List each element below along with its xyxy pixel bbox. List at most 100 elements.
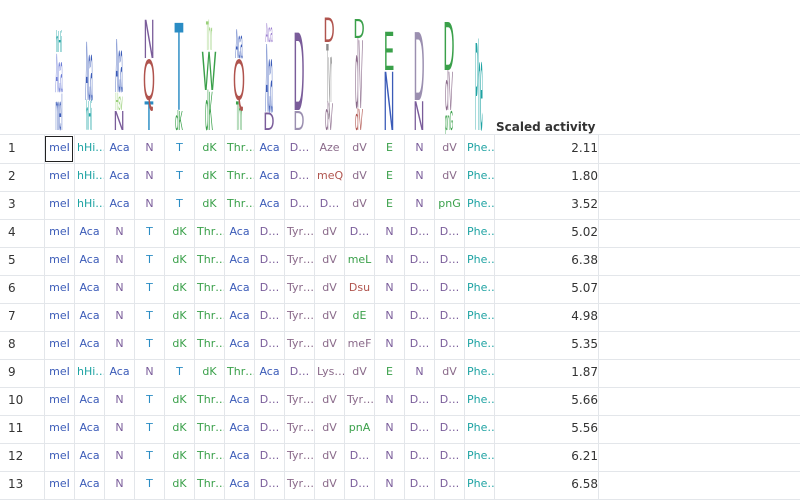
monomer-cell[interactable]: meI	[44, 163, 74, 191]
monomer-cell[interactable]: dK	[194, 191, 224, 219]
monomer-cell[interactable]: Tyr…	[284, 303, 314, 331]
monomer-cell[interactable]: D…	[434, 415, 464, 443]
monomer-cell[interactable]: N	[374, 303, 404, 331]
monomer-cell[interactable]: N	[104, 247, 134, 275]
monomer-cell[interactable]: hHi…	[74, 163, 104, 191]
table-row[interactable]: 7meIAcaNTdKThr…AcaD…Tyr…dVdEND…D…Phe…4.9…	[0, 303, 800, 332]
monomer-cell[interactable]: Thr…	[194, 303, 224, 331]
monomer-cell[interactable]: Aca	[104, 163, 134, 191]
table-row[interactable]: 1meIhHi…AcaNTdKThr…AcaD…AzedVENdVPhe…2.1…	[0, 135, 800, 164]
row-number[interactable]: 5	[8, 253, 16, 267]
monomer-cell[interactable]: meF	[344, 331, 374, 359]
monomer-cell[interactable]: dV	[314, 387, 344, 415]
monomer-cell[interactable]: meI	[44, 359, 74, 387]
monomer-cell[interactable]: N	[104, 219, 134, 247]
row-number[interactable]: 10	[8, 393, 24, 407]
monomer-cell[interactable]: Tyr…	[284, 387, 314, 415]
monomer-cell[interactable]: T	[134, 387, 164, 415]
monomer-cell[interactable]: Aca	[254, 135, 284, 163]
monomer-cell[interactable]: dK	[164, 331, 194, 359]
monomer-cell[interactable]: Thr…	[224, 135, 254, 163]
monomer-cell[interactable]: D…	[254, 331, 284, 359]
monomer-cell[interactable]: meI	[44, 415, 74, 443]
activity-cell[interactable]: 5.66	[494, 387, 598, 415]
activity-cell[interactable]: 5.07	[494, 275, 598, 303]
monomer-cell[interactable]: dK	[164, 387, 194, 415]
monomer-cell[interactable]: D…	[254, 387, 284, 415]
monomer-cell[interactable]: meI	[44, 331, 74, 359]
monomer-cell[interactable]: dV	[434, 359, 464, 387]
monomer-cell[interactable]: N	[374, 247, 404, 275]
row-number[interactable]: 9	[8, 365, 16, 379]
monomer-cell[interactable]: T	[134, 247, 164, 275]
monomer-cell[interactable]: Phe…	[464, 275, 494, 303]
monomer-cell[interactable]: D…	[434, 275, 464, 303]
row-number[interactable]: 7	[8, 309, 16, 323]
monomer-cell[interactable]: Thr…	[224, 359, 254, 387]
row-number[interactable]: 6	[8, 281, 16, 295]
monomer-cell[interactable]: D…	[254, 303, 284, 331]
monomer-cell[interactable]: Aca	[74, 443, 104, 471]
monomer-cell[interactable]: dV	[344, 191, 374, 219]
monomer-cell[interactable]: Aca	[224, 471, 254, 499]
monomer-cell[interactable]: Thr…	[194, 471, 224, 499]
monomer-cell[interactable]: dK	[194, 163, 224, 191]
monomer-cell[interactable]: Aca	[74, 303, 104, 331]
monomer-cell[interactable]: dK	[194, 359, 224, 387]
monomer-cell[interactable]: D…	[284, 135, 314, 163]
monomer-cell[interactable]: dV	[344, 163, 374, 191]
monomer-cell[interactable]: dK	[164, 415, 194, 443]
monomer-cell[interactable]: D…	[434, 331, 464, 359]
table-row[interactable]: 9meIhHi…AcaNTdKThr…AcaD…Lys…dVENdVPhe…1.…	[0, 359, 800, 388]
monomer-cell[interactable]: Aca	[74, 471, 104, 499]
monomer-cell[interactable]: D…	[434, 471, 464, 499]
row-number[interactable]: 4	[8, 225, 16, 239]
monomer-cell[interactable]: N	[104, 471, 134, 499]
monomer-cell[interactable]: meI	[44, 135, 74, 163]
monomer-cell[interactable]: dV	[314, 415, 344, 443]
monomer-cell[interactable]: dV	[344, 135, 374, 163]
table-row[interactable]: 12meIAcaNTdKThr…AcaD…Tyr…dVD…ND…D…Phe…6.…	[0, 443, 800, 472]
monomer-cell[interactable]: T	[164, 163, 194, 191]
monomer-cell[interactable]: Thr…	[194, 219, 224, 247]
monomer-cell[interactable]: dK	[194, 135, 224, 163]
monomer-cell[interactable]: Tyr…	[284, 331, 314, 359]
monomer-cell[interactable]: dK	[164, 471, 194, 499]
monomer-cell[interactable]: Aca	[224, 331, 254, 359]
monomer-cell[interactable]: hHi…	[74, 359, 104, 387]
monomer-cell[interactable]: pnA	[344, 415, 374, 443]
monomer-cell[interactable]: Aca	[74, 415, 104, 443]
monomer-cell[interactable]: N	[134, 163, 164, 191]
scaled-activity-header[interactable]: Scaled activity	[496, 120, 596, 134]
table-row[interactable]: 10meIAcaNTdKThr…AcaD…Tyr…dVTyr…ND…D…Phe……	[0, 387, 800, 416]
monomer-cell[interactable]: D…	[254, 275, 284, 303]
row-number[interactable]: 1	[8, 141, 16, 155]
monomer-cell[interactable]: Aca	[74, 247, 104, 275]
monomer-cell[interactable]: N	[104, 415, 134, 443]
monomer-cell[interactable]: Phe…	[464, 163, 494, 191]
monomer-cell[interactable]: dV	[314, 247, 344, 275]
monomer-cell[interactable]: Aca	[104, 359, 134, 387]
monomer-cell[interactable]: T	[164, 191, 194, 219]
monomer-cell[interactable]: D…	[284, 163, 314, 191]
monomer-cell[interactable]: meI	[44, 471, 74, 499]
monomer-cell[interactable]: Phe…	[464, 471, 494, 499]
monomer-cell[interactable]: meI	[44, 191, 74, 219]
monomer-cell[interactable]: dK	[164, 219, 194, 247]
monomer-cell[interactable]: Dsu	[344, 275, 374, 303]
monomer-cell[interactable]: Aca	[74, 275, 104, 303]
monomer-cell[interactable]: D…	[404, 247, 434, 275]
monomer-cell[interactable]: N	[134, 359, 164, 387]
monomer-cell[interactable]: N	[374, 219, 404, 247]
monomer-cell[interactable]: Phe…	[464, 359, 494, 387]
monomer-cell[interactable]: Phe…	[464, 303, 494, 331]
monomer-cell[interactable]: Tyr…	[284, 415, 314, 443]
monomer-cell[interactable]: D…	[404, 415, 434, 443]
monomer-cell[interactable]: dV	[314, 219, 344, 247]
monomer-cell[interactable]: N	[134, 135, 164, 163]
monomer-cell[interactable]: meQ	[314, 163, 344, 191]
monomer-cell[interactable]: T	[134, 303, 164, 331]
monomer-cell[interactable]: dK	[164, 303, 194, 331]
monomer-cell[interactable]: pnG	[434, 191, 464, 219]
monomer-cell[interactable]: Thr…	[194, 331, 224, 359]
